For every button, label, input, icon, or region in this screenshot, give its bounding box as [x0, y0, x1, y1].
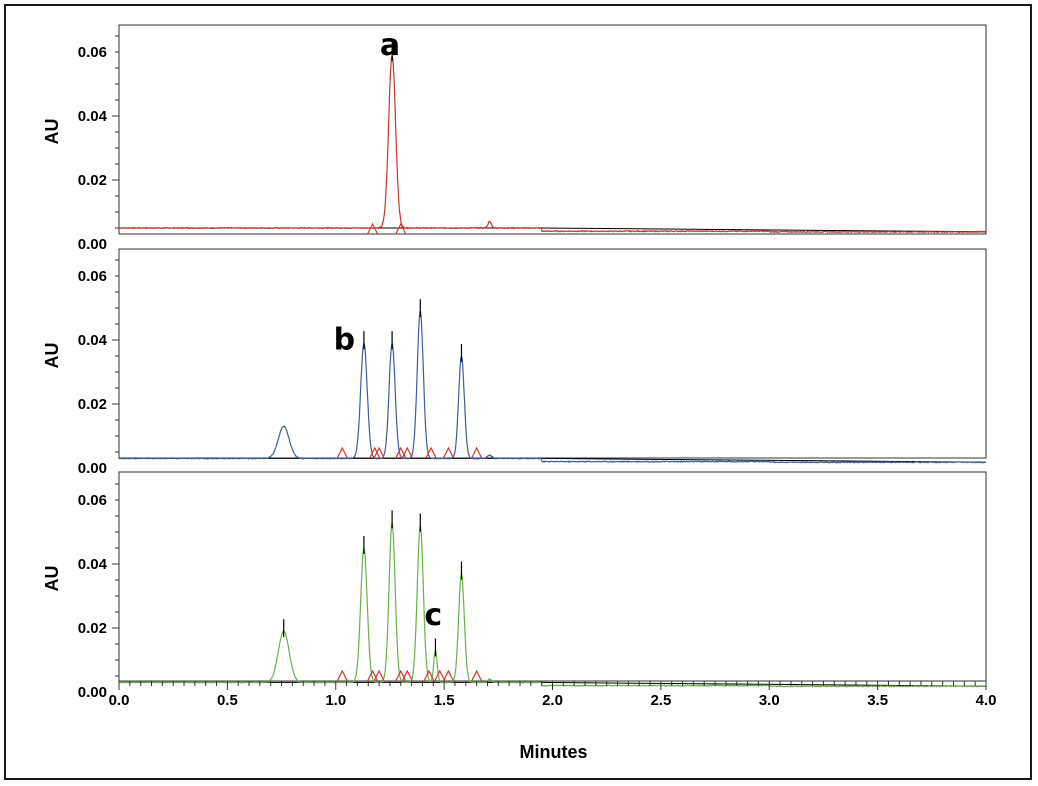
y-axis-title: AU — [42, 566, 62, 592]
peak-label-c: c — [424, 598, 442, 633]
panel-a: 0.00 0.02 0.04 0.06 AU a — [42, 24, 987, 253]
integration-mark — [423, 669, 435, 682]
integration-mark — [336, 446, 348, 459]
panel-b: 0.00 0.02 0.04 0.06 AU b — [42, 248, 987, 477]
integration-mark — [336, 669, 348, 682]
x-tick-label: 4.0 — [976, 692, 997, 709]
integration-mark — [401, 446, 413, 459]
y-tick-label: 0.02 — [78, 620, 107, 637]
x-tick-label: 1.0 — [325, 692, 346, 709]
peak-label-a: a — [380, 28, 400, 63]
y-tick-label: 0.00 — [78, 460, 107, 477]
y-tick-label: 0.00 — [78, 684, 107, 701]
integration-mark — [442, 446, 454, 459]
y-axis-title: AU — [42, 119, 62, 145]
plot-area-a — [118, 24, 987, 235]
panel-c: 0.00 0.02 0.04 0.06 AU c — [42, 471, 987, 701]
x-tick-label: 2.0 — [542, 692, 563, 709]
trace-a — [118, 55, 987, 234]
integration-mark — [369, 446, 381, 459]
figure-frame — [4, 4, 1032, 780]
x-tick-label: 3.0 — [759, 692, 780, 709]
y-axis-title: AU — [42, 343, 62, 369]
integration-mark — [471, 669, 483, 682]
x-tick-label: 3.5 — [867, 692, 888, 709]
plot-area-b — [118, 248, 987, 459]
x-axis: 0.0 0.5 1.0 1.5 2.0 2.5 3.0 3.5 4.0 Minutes — [109, 681, 997, 762]
x-tick-label: 2.5 — [650, 692, 671, 709]
x-tick-label: 0.0 — [109, 692, 130, 709]
integration-mark — [442, 669, 454, 682]
y-tick-label: 0.06 — [78, 44, 107, 61]
integration-mark — [401, 669, 413, 682]
trace-b — [118, 311, 987, 464]
x-axis-title: Minutes — [519, 742, 587, 762]
y-tick-label: 0.04 — [78, 108, 108, 125]
integration-mark — [471, 446, 483, 459]
y-tick-label: 0.02 — [78, 396, 107, 413]
integration-mark — [373, 669, 385, 682]
integration-mark — [395, 222, 407, 235]
integration-mark — [373, 446, 385, 459]
integration-mark — [367, 222, 379, 235]
plot-area-c — [118, 471, 987, 682]
y-tick-label: 0.06 — [78, 268, 107, 285]
y-tick-label: 0.06 — [78, 492, 107, 509]
peak-label-b: b — [334, 323, 355, 358]
x-tick-label: 1.5 — [434, 692, 455, 709]
x-tick-label: 0.5 — [217, 692, 238, 709]
integration-mark — [425, 446, 437, 459]
trace-c — [118, 522, 987, 688]
integration-mark — [434, 669, 446, 682]
y-tick-label: 0.04 — [78, 556, 108, 573]
y-tick-label: 0.00 — [78, 236, 107, 253]
y-tick-label: 0.04 — [78, 332, 108, 349]
y-tick-label: 0.02 — [78, 172, 107, 189]
